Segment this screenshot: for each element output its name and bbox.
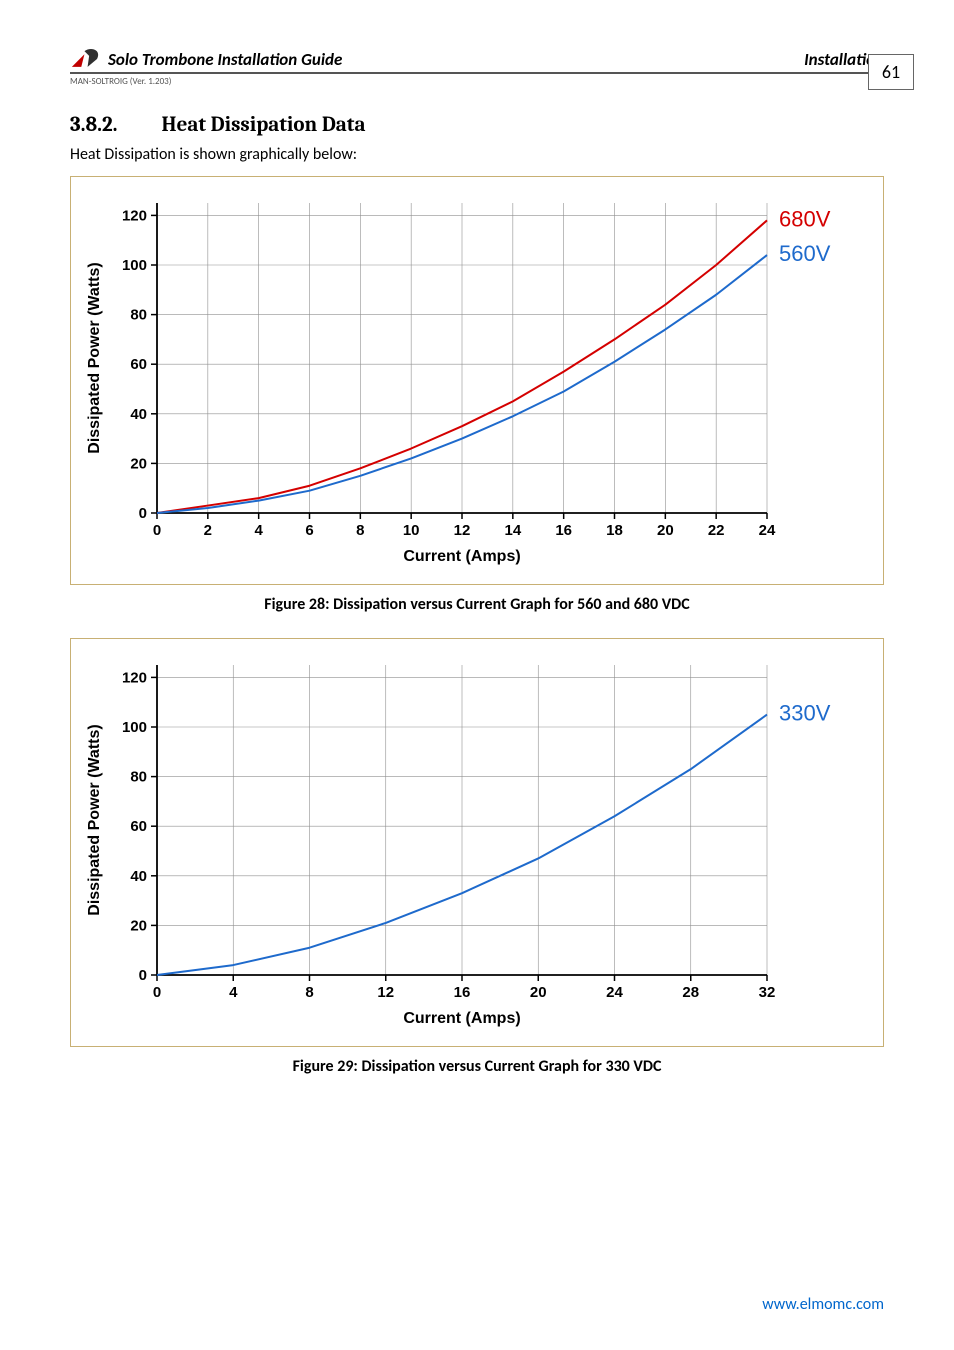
svg-text:8: 8	[305, 984, 313, 1001]
svg-text:24: 24	[606, 984, 623, 1001]
svg-text:4: 4	[229, 984, 238, 1001]
svg-text:Current (Amps): Current (Amps)	[403, 548, 520, 565]
svg-text:20: 20	[530, 984, 547, 1001]
footer-url: www.elmomc.com	[762, 1295, 884, 1314]
section-heading: 3.8.2. Heat Dissipation Data	[70, 113, 884, 137]
svg-text:20: 20	[657, 522, 674, 539]
svg-text:2: 2	[204, 522, 212, 539]
svg-text:10: 10	[403, 522, 420, 539]
svg-text:0: 0	[139, 967, 147, 984]
chart2-container: 0 4 8 12 16 20 24 28 32 0 20 40 60 80 100 120 Current (A…	[70, 638, 884, 1047]
doc-title: Solo Trombone Installation Guide	[108, 49, 342, 72]
brand-logo-icon	[70, 48, 102, 70]
svg-text:32: 32	[759, 984, 776, 1001]
doc-code: MAN-SOLTROIG (Ver. 1.203)	[70, 76, 884, 87]
header-left: Solo Trombone Installation Guide	[70, 48, 342, 72]
svg-text:120: 120	[122, 207, 147, 224]
svg-text:0: 0	[153, 984, 161, 1001]
svg-text:120: 120	[122, 669, 147, 686]
dissipation-chart-330: 0 4 8 12 16 20 24 28 32 0 20 40 60 80 100 120 Current (A…	[77, 645, 867, 1035]
section-number: 3.8.2.	[70, 113, 117, 137]
svg-text:6: 6	[305, 522, 313, 539]
svg-text:100: 100	[122, 257, 147, 274]
svg-text:8: 8	[356, 522, 364, 539]
svg-text:12: 12	[377, 984, 394, 1001]
svg-text:4: 4	[254, 522, 263, 539]
svg-text:20: 20	[130, 917, 147, 934]
svg-text:20: 20	[130, 455, 147, 472]
svg-text:12: 12	[454, 522, 471, 539]
svg-text:14: 14	[504, 522, 521, 539]
figure-29-caption: Figure 29: Dissipation versus Current Gr…	[70, 1057, 884, 1076]
svg-text:18: 18	[606, 522, 623, 539]
svg-text:0: 0	[153, 522, 161, 539]
svg-text:24: 24	[759, 522, 776, 539]
svg-text:28: 28	[682, 984, 699, 1001]
page-number: 61	[882, 61, 900, 83]
dissipation-chart-560-680: 024681012141618202224020406080100120Curr…	[77, 183, 867, 573]
svg-text:60: 60	[130, 356, 147, 373]
section-title: Heat Dissipation Data	[161, 113, 365, 137]
svg-text:16: 16	[555, 522, 572, 539]
svg-text:60: 60	[130, 818, 147, 835]
figure-28-caption: Figure 28: Dissipation versus Current Gr…	[70, 595, 884, 614]
page-header: Solo Trombone Installation Guide Install…	[70, 48, 884, 74]
svg-text:680V: 680V	[779, 206, 831, 231]
svg-text:330V: 330V	[779, 701, 831, 726]
svg-text:40: 40	[130, 406, 147, 423]
svg-text:40: 40	[130, 868, 147, 885]
section-intro: Heat Dissipation is shown graphically be…	[70, 145, 884, 164]
svg-text:Dissipated Power (Watts): Dissipated Power (Watts)	[86, 724, 103, 915]
svg-text:16: 16	[454, 984, 471, 1001]
svg-text:560V: 560V	[779, 241, 831, 266]
svg-text:Dissipated Power (Watts): Dissipated Power (Watts)	[86, 262, 103, 453]
svg-text:0: 0	[139, 505, 147, 522]
page-number-box: 61	[868, 54, 914, 90]
svg-text:Current (Amps): Current (Amps)	[403, 1010, 520, 1027]
svg-text:100: 100	[122, 719, 147, 736]
svg-text:80: 80	[130, 769, 147, 786]
chart1-container: 024681012141618202224020406080100120Curr…	[70, 176, 884, 585]
svg-text:80: 80	[130, 307, 147, 324]
svg-text:22: 22	[708, 522, 725, 539]
